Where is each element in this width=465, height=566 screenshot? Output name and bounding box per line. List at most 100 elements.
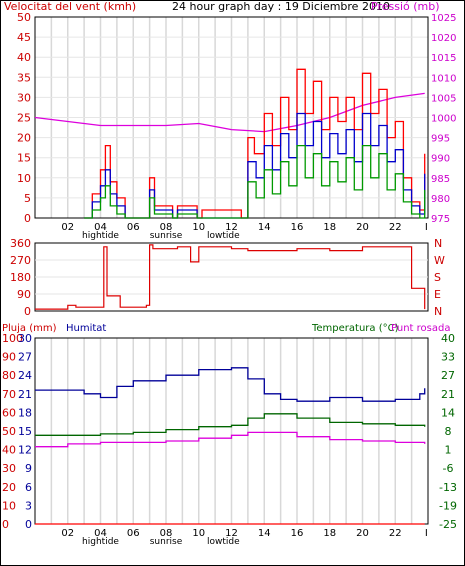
humidity-tick-label: 30 <box>2 462 16 475</box>
humidity-tick-label: 60 <box>2 406 16 419</box>
humidity-tick-label: 100 <box>2 332 23 345</box>
x-event-label: hightide <box>82 537 119 547</box>
right-tick-label: 1025 <box>431 13 456 24</box>
compass-label: N <box>434 305 442 318</box>
left-tick-label: 35 <box>17 71 31 84</box>
temp-tick-label: 40 <box>441 332 455 345</box>
page-title: 24 hour graph day : 19 Diciembre 2010 <box>172 0 390 13</box>
x-event-label: lowtide <box>207 537 240 547</box>
left-tick-label: 30 <box>17 91 31 104</box>
x-event-label: hightide <box>82 231 119 241</box>
left-tick-label: 360 <box>10 237 31 250</box>
left-tick-label: 20 <box>17 132 31 145</box>
temperature-label: Temperatura (°C) <box>311 323 399 334</box>
rain-tick-label: 6 <box>25 481 32 494</box>
x-tick-label: 12 <box>225 528 238 539</box>
humidity-tick-label: 80 <box>2 369 16 382</box>
right-tick-label: 1020 <box>431 33 456 44</box>
left-tick-label: 90 <box>17 288 31 301</box>
rain-tick-label: 21 <box>18 388 32 401</box>
x-tick-label: 04 <box>94 528 107 539</box>
compass-label: W <box>434 254 445 267</box>
x-tick-label: 14 <box>258 528 271 539</box>
pressure-axis-label: Pressió (mb) <box>371 0 440 13</box>
humidity-label: Humitat <box>66 323 106 334</box>
series-line-punt-rosada <box>35 431 426 448</box>
temp-tick-label: 33 <box>441 351 455 364</box>
rain-tick-label: 12 <box>18 444 32 457</box>
rain-tick-label: 24 <box>18 369 32 382</box>
temp-tick-label: 27 <box>441 369 455 382</box>
rain-tick-label: 30 <box>18 332 32 345</box>
x-tick-label: 20 <box>356 222 369 233</box>
humidity-tick-label: 20 <box>2 481 16 494</box>
temp-tick-label: -25 <box>439 518 457 531</box>
left-tick-label: 40 <box>17 51 31 64</box>
left-tick-label: 50 <box>17 11 31 24</box>
x-tick-label: 04 <box>94 222 107 233</box>
temp-tick-label: -6 <box>443 462 454 475</box>
humidity-temperature-chart: 0102030405060708090100036912151821242730… <box>2 332 457 547</box>
humidity-tick-label: 40 <box>2 444 16 457</box>
x-tick-label: 14 <box>258 222 271 233</box>
right-tick-label: 990 <box>431 154 450 165</box>
right-tick-label: 995 <box>431 134 450 145</box>
series-line-humitat <box>35 367 426 402</box>
right-tick-label: 975 <box>431 214 450 225</box>
left-tick-label: 0 <box>24 212 31 225</box>
x-tick-label: I <box>425 222 428 233</box>
humidity-tick-label: 50 <box>2 425 16 438</box>
left-tick-label: 45 <box>17 31 31 44</box>
x-event-label: sunrise <box>150 537 183 547</box>
rain-tick-label: 27 <box>18 351 32 364</box>
compass-label: S <box>434 271 441 284</box>
x-tick-label: 16 <box>291 222 304 233</box>
left-tick-label: 180 <box>10 271 31 284</box>
temp-tick-label: 21 <box>441 388 455 401</box>
left-tick-label: 270 <box>10 254 31 267</box>
x-tick-label: 18 <box>323 222 336 233</box>
right-tick-label: 1015 <box>431 53 456 64</box>
temp-tick-label: -19 <box>439 499 457 512</box>
humidity-tick-label: 70 <box>2 388 16 401</box>
wind-speed-axis-label: Velocitat del vent (kmh) <box>4 0 136 13</box>
x-tick-label: 18 <box>323 528 336 539</box>
rain-tick-label: 0 <box>25 518 32 531</box>
series-line-wind-direction <box>35 244 426 310</box>
left-tick-label: 5 <box>24 192 31 205</box>
x-tick-label: 02 <box>61 222 74 233</box>
temp-tick-label: 1 <box>445 444 452 457</box>
x-tick-label: 06 <box>127 528 140 539</box>
rain-tick-label: 15 <box>18 425 32 438</box>
x-tick-label: I <box>425 528 428 539</box>
left-tick-label: 25 <box>17 112 31 125</box>
x-tick-label: 10 <box>192 222 205 233</box>
temp-tick-label: 14 <box>441 406 455 419</box>
right-tick-label: 980 <box>431 194 450 205</box>
x-event-label: lowtide <box>207 231 240 241</box>
temp-tick-label: 8 <box>445 425 452 438</box>
right-tick-label: 1000 <box>431 114 456 125</box>
dewpoint-label: Punt rosada <box>391 323 450 334</box>
series-line-temperatura <box>84 144 426 219</box>
rain-label: Pluja (mm) <box>2 323 57 334</box>
left-tick-label: 0 <box>24 305 31 318</box>
right-tick-label: 985 <box>431 174 450 185</box>
humidity-tick-label: 90 <box>2 351 16 364</box>
x-tick-label: 16 <box>291 528 304 539</box>
rain-tick-label: 9 <box>25 462 32 475</box>
rain-tick-label: 3 <box>25 499 32 512</box>
left-tick-label: 15 <box>17 152 31 165</box>
left-tick-label: 10 <box>17 172 31 185</box>
compass-label: E <box>434 288 441 301</box>
temp-tick-label: -13 <box>439 481 457 494</box>
wind-pressure-chart: 0510152025303540455097598098599099510001… <box>17 11 456 241</box>
x-event-label: sunrise <box>150 231 183 241</box>
x-tick-label: 06 <box>127 222 140 233</box>
x-tick-label: 12 <box>225 222 238 233</box>
x-tick-label: 08 <box>160 222 173 233</box>
x-tick-label: 20 <box>356 528 369 539</box>
